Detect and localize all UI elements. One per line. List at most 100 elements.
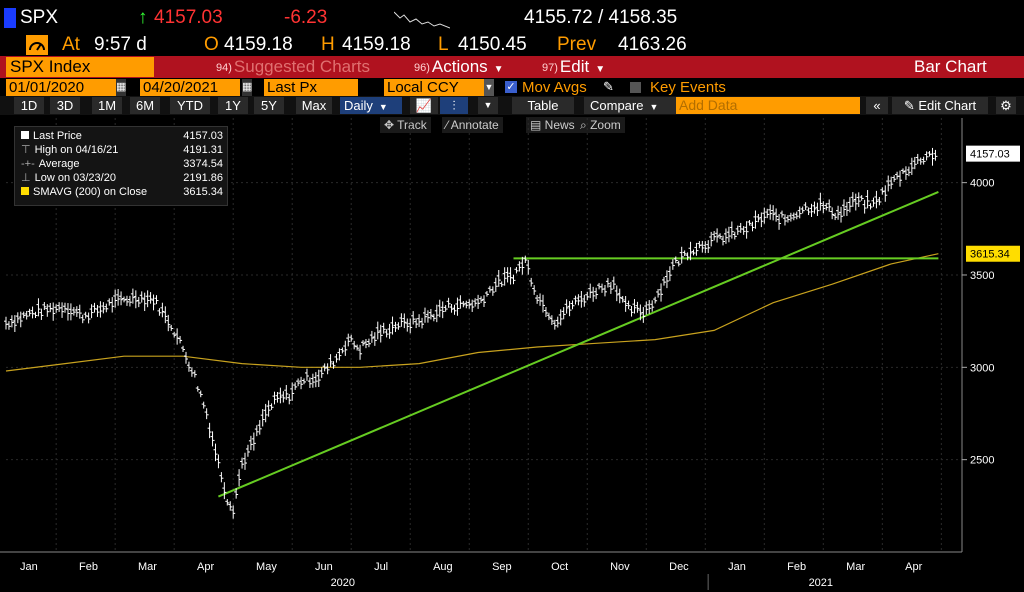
trend-line: [218, 192, 938, 497]
settings-gear-icon[interactable]: ⚙: [996, 97, 1016, 114]
compare-label: Compare: [590, 98, 643, 113]
currency-select[interactable]: Local CCY: [384, 79, 486, 96]
quote-row-2: At 9:57 d O 4159.18 H 4159.18 L 4150.45 …: [0, 0, 1024, 56]
calendar-icon[interactable]: ▦: [116, 79, 126, 96]
end-date-field[interactable]: 04/20/2021: [140, 79, 240, 96]
legend-value: 4157.03: [183, 130, 223, 143]
mov-avgs-checkbox[interactable]: ✓: [505, 81, 517, 93]
period-6m[interactable]: 6M: [130, 97, 160, 114]
period-3d[interactable]: 3D: [50, 97, 80, 114]
x-tick-label: Jan: [20, 561, 38, 573]
y-tick-label: 3500: [970, 270, 994, 282]
prev-close: 4163.26: [618, 34, 687, 56]
legend-value: 4191.31: [183, 144, 223, 157]
chart-type-title: Bar Chart: [914, 57, 987, 77]
chart-legend: Last Price 4157.03 ⊤ High on 04/16/21 419…: [14, 126, 228, 206]
bar-chart-icon[interactable]: ⫶: [440, 97, 468, 114]
low-label: L: [438, 34, 449, 56]
zoom-tool[interactable]: ⌕ Zoom: [576, 117, 625, 133]
sma-tag-bg: [966, 246, 1020, 262]
news-label: News: [545, 118, 575, 132]
legend-high: ⊤ High on 04/16/21: [21, 144, 118, 157]
collapse-icon[interactable]: «: [866, 97, 888, 114]
x-tick-label: Mar: [138, 561, 157, 573]
prev-label: Prev: [557, 34, 596, 56]
low-marker-icon: ⊥: [21, 172, 31, 184]
sma-tag: 3615.34: [970, 249, 1010, 261]
average-marker-icon: -+-: [21, 158, 35, 170]
edit-chart-label: Edit Chart: [918, 98, 976, 113]
track-label: Track: [397, 118, 427, 132]
legend-value: 3374.54: [183, 158, 223, 171]
legend-sma: SMAVG (200) on Close: [21, 186, 147, 199]
legend-label: High on 04/16/21: [35, 144, 119, 156]
zoom-icon: ⌕: [580, 118, 590, 132]
frequency-caret-icon: ▼: [379, 102, 388, 112]
y-tick-label: 4000: [970, 178, 994, 190]
frequency-select[interactable]: Daily ▼: [340, 97, 402, 114]
last-price-tag-bg: [966, 146, 1020, 162]
edit-chart-pencil-icon: ✎: [904, 98, 919, 113]
x-year-label: 2021: [809, 577, 833, 589]
x-tick-label: Apr: [905, 561, 922, 573]
key-events-checkbox[interactable]: [630, 82, 641, 93]
sma-line: [6, 254, 938, 371]
legend-label: Last Price: [33, 130, 82, 142]
line-chart-icon[interactable]: 📈: [410, 97, 438, 114]
period-1d[interactable]: 1D: [14, 97, 44, 114]
annotate-label: Annotate: [451, 118, 499, 132]
news-tool[interactable]: ▤ News: [526, 117, 579, 133]
y-tick-label: 3000: [970, 362, 994, 374]
x-tick-label: Feb: [787, 561, 806, 573]
currency-dropdown-icon[interactable]: ▼: [484, 79, 494, 96]
track-tool[interactable]: ✥ Track: [380, 117, 431, 133]
chart-toolbar: 1D 3D 1M 6M YTD 1Y 5Y Max Daily ▼ 📈 ⫶ ▼ T…: [0, 96, 1024, 115]
x-tick-label: Jan: [728, 561, 746, 573]
last-price-tag: 4157.03: [970, 149, 1010, 161]
legend-value: 3615.34: [183, 186, 223, 199]
x-tick-label: Oct: [551, 561, 568, 573]
legend-label: SMAVG (200) on Close: [33, 186, 147, 198]
open-price: 4159.18: [224, 34, 293, 56]
edit-label: Edit: [560, 57, 589, 76]
annotate-tool[interactable]: ⁄ Annotate: [442, 117, 503, 133]
period-1m[interactable]: 1M: [92, 97, 122, 114]
legend-swatch-icon: [21, 187, 29, 195]
edit-chart-button[interactable]: ✎ Edit Chart: [892, 97, 988, 114]
chart-style-caret-icon[interactable]: ▼: [478, 97, 498, 114]
calendar-icon[interactable]: ▦: [242, 79, 252, 96]
table-button[interactable]: Table: [512, 97, 574, 114]
pencil-icon[interactable]: ✎: [603, 79, 614, 95]
suggested-num: 94): [216, 62, 232, 74]
function-bar: SPX Index 94) Suggested Charts 96) Actions…: [0, 56, 1024, 78]
key-events-label[interactable]: Key Events: [650, 79, 726, 96]
actions-label: Actions: [432, 57, 488, 76]
y-tick-label: 2500: [970, 455, 994, 467]
legend-last-price: Last Price: [21, 130, 82, 143]
suggested-charts-button[interactable]: 94) Suggested Charts: [216, 57, 370, 78]
mov-avgs-label[interactable]: Mov Avgs: [522, 79, 587, 96]
actions-caret-icon: ▼: [494, 64, 504, 75]
x-tick-label: May: [256, 561, 277, 573]
x-year-label: 2020: [331, 577, 355, 589]
zoom-label: Zoom: [590, 118, 621, 132]
actions-num: 96): [414, 62, 430, 74]
open-label: O: [204, 34, 219, 56]
actions-button[interactable]: 96) Actions ▼: [414, 57, 504, 80]
track-icon: ✥: [384, 118, 397, 132]
period-5y[interactable]: 5Y: [254, 97, 284, 114]
period-max[interactable]: Max: [296, 97, 332, 114]
gauge-icon[interactable]: [26, 35, 48, 55]
legend-low: ⊥ Low on 03/23/20: [21, 172, 116, 185]
compare-button[interactable]: Compare ▼: [584, 97, 678, 114]
start-date-field[interactable]: 01/01/2020: [6, 79, 116, 96]
x-tick-label: Sep: [492, 561, 512, 573]
add-data-input[interactable]: Add Data: [676, 97, 860, 114]
period-ytd[interactable]: YTD: [170, 97, 210, 114]
security-field[interactable]: SPX Index: [6, 57, 154, 77]
high-marker-icon: ⊤: [21, 144, 31, 156]
suggested-label: Suggested Charts: [234, 57, 370, 76]
period-1y[interactable]: 1Y: [218, 97, 248, 114]
edit-button[interactable]: 97) Edit ▼: [542, 57, 605, 80]
price-field-select[interactable]: Last Px: [264, 79, 358, 96]
